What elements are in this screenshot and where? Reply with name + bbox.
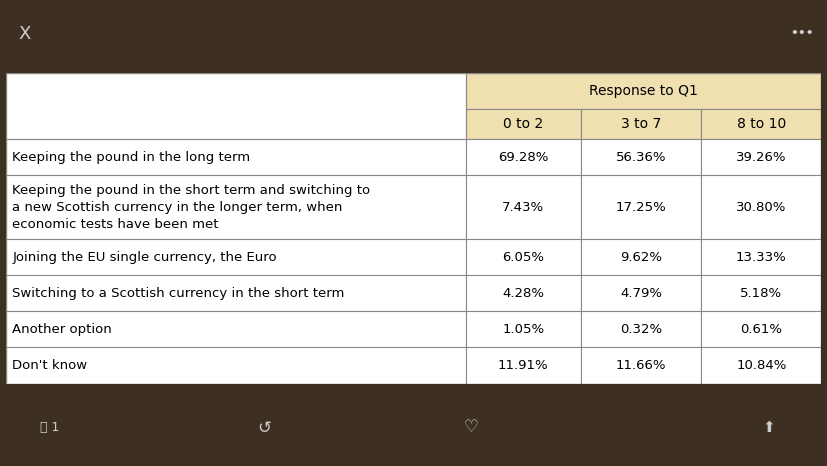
Bar (466, 311, 581, 348)
Text: Another option: Another option (12, 323, 112, 336)
Bar (6, 311, 466, 348)
Bar (6, 109, 466, 139)
Text: Response to Q1: Response to Q1 (589, 84, 698, 98)
Bar (6, 348, 466, 384)
Bar (466, 275, 581, 311)
Text: 11.91%: 11.91% (498, 359, 548, 372)
Text: 🗨 1: 🗨 1 (40, 421, 60, 434)
Bar (6, 139, 466, 175)
Bar (581, 109, 701, 139)
Text: ♡: ♡ (464, 418, 479, 437)
Text: 13.33%: 13.33% (736, 251, 786, 264)
Bar (581, 175, 701, 240)
Bar (701, 275, 821, 311)
Text: ↺: ↺ (258, 418, 271, 437)
Text: 0 to 2: 0 to 2 (503, 117, 543, 131)
Text: •••: ••• (791, 27, 814, 40)
Text: 30.80%: 30.80% (736, 201, 786, 214)
Text: 69.28%: 69.28% (498, 151, 548, 164)
Bar (581, 348, 701, 384)
Text: 8 to 10: 8 to 10 (737, 117, 786, 131)
Bar (701, 139, 821, 175)
Bar (701, 240, 821, 275)
Text: 1.05%: 1.05% (502, 323, 544, 336)
Text: 9.62%: 9.62% (620, 251, 662, 264)
Bar (701, 311, 821, 348)
Text: Keeping the pound in the short term and switching to
a new Scottish currency in : Keeping the pound in the short term and … (12, 184, 370, 231)
Text: 17.25%: 17.25% (615, 201, 667, 214)
Bar (6, 240, 466, 275)
Text: 39.26%: 39.26% (736, 151, 786, 164)
Text: Switching to a Scottish currency in the short term: Switching to a Scottish currency in the … (12, 287, 345, 300)
Text: 56.36%: 56.36% (616, 151, 667, 164)
Text: 0.32%: 0.32% (620, 323, 662, 336)
Bar (466, 348, 581, 384)
Text: X: X (19, 25, 31, 43)
Bar (581, 311, 701, 348)
Bar (581, 240, 701, 275)
Bar (466, 240, 581, 275)
Bar (6, 275, 466, 311)
Bar (6, 175, 466, 240)
Bar (0, 0, 827, 68)
Text: 7.43%: 7.43% (502, 201, 544, 214)
Text: 3 to 7: 3 to 7 (621, 117, 661, 131)
Bar (701, 175, 821, 240)
Text: Joining the EU single currency, the Euro: Joining the EU single currency, the Euro (12, 251, 277, 264)
Bar (6, 73, 466, 109)
Bar (701, 109, 821, 139)
Text: Don't know: Don't know (12, 359, 88, 372)
Bar (466, 175, 581, 240)
Bar (0, 389, 827, 466)
Bar (701, 348, 821, 384)
Bar (466, 139, 581, 175)
Bar (581, 275, 701, 311)
Bar (466, 109, 581, 139)
Text: 4.79%: 4.79% (620, 287, 662, 300)
Text: 11.66%: 11.66% (616, 359, 667, 372)
Text: 4.28%: 4.28% (502, 287, 544, 300)
Text: 5.18%: 5.18% (740, 287, 782, 300)
Text: ⬆: ⬆ (762, 420, 776, 435)
Text: Keeping the pound in the long term: Keeping the pound in the long term (12, 151, 251, 164)
Text: 6.05%: 6.05% (502, 251, 544, 264)
Text: 0.61%: 0.61% (740, 323, 782, 336)
Text: 10.84%: 10.84% (736, 359, 786, 372)
Bar (581, 139, 701, 175)
Bar (466, 73, 821, 109)
